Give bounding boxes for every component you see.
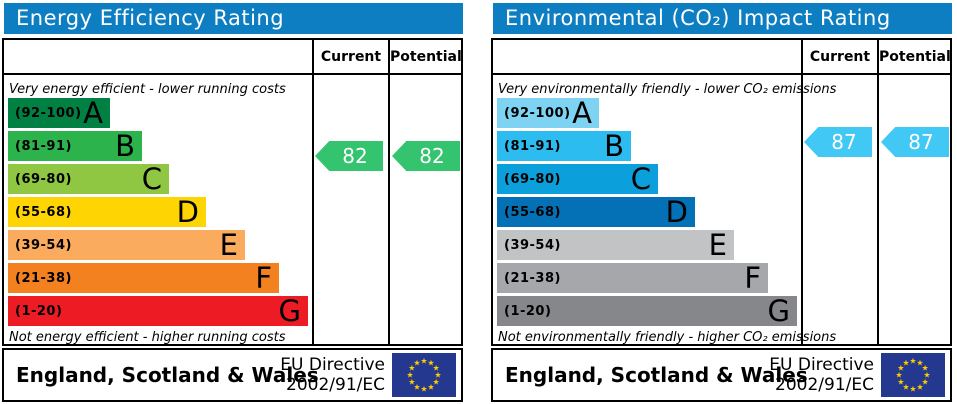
rating-chart-box: Current Potential Very energy efficient …: [2, 38, 463, 346]
band-d: (55-68) D: [497, 195, 695, 229]
eu-directive-line1: EU Directive: [769, 355, 874, 375]
footer: England, Scotland & Wales EU Directive 2…: [491, 348, 952, 402]
potential-rating-arrow: 87: [881, 127, 949, 157]
top-caption: Very energy efficient - lower running co…: [9, 82, 286, 97]
region-label: England, Scotland & Wales: [16, 363, 319, 387]
band-letter: G: [278, 294, 301, 328]
band-letter: D: [665, 195, 688, 229]
band-c: (69-80) C: [8, 162, 169, 196]
band-letter: B: [604, 129, 624, 163]
column-divider: [388, 40, 390, 344]
band-range-label: (21-38): [504, 271, 561, 286]
band-g: (1-20) G: [497, 294, 797, 328]
band-range-label: (1-20): [504, 304, 552, 319]
header-divider: [4, 73, 461, 75]
bottom-caption: Not energy efficient - higher running co…: [9, 330, 286, 345]
potential-rating-arrow: 82: [392, 141, 460, 171]
column-divider: [312, 40, 314, 344]
eu-directive-label: EU Directive 2002/91/EC: [769, 355, 874, 395]
band-range-label: (55-68): [15, 205, 72, 220]
band-range-label: (81-91): [504, 139, 561, 154]
band-b: (81-91) B: [497, 129, 631, 163]
band-letter: A: [83, 96, 103, 130]
current-rating-arrow: 87: [804, 127, 872, 157]
top-caption: Very environmentally friendly - lower CO…: [498, 82, 837, 97]
band-range-label: (21-38): [15, 271, 72, 286]
band-a: (92-100) A: [497, 96, 599, 130]
band-range-label: (92-100): [504, 106, 571, 121]
band-a: (92-100) A: [8, 96, 110, 130]
band-range-label: (81-91): [15, 139, 72, 154]
eu-directive-line2: 2002/91/EC: [775, 375, 874, 395]
band-e: (39-54) E: [497, 228, 734, 262]
band-range-label: (39-54): [504, 238, 561, 253]
band-f: (21-38) F: [497, 261, 768, 295]
band-range-label: (69-80): [504, 172, 561, 187]
eu-flag-icon: [881, 353, 945, 397]
eu-directive-line2: 2002/91/EC: [286, 375, 385, 395]
potential-column-header: Potential: [879, 49, 951, 65]
panel-title: Environmental (CO₂) Impact Rating: [493, 3, 952, 34]
band-c: (69-80) C: [497, 162, 658, 196]
footer: England, Scotland & Wales EU Directive 2…: [2, 348, 463, 402]
band-range-label: (55-68): [504, 205, 561, 220]
eu-directive-label: EU Directive 2002/91/EC: [280, 355, 385, 395]
band-letter: G: [767, 294, 790, 328]
current-column-header: Current: [320, 49, 382, 65]
band-g: (1-20) G: [8, 294, 308, 328]
band-e: (39-54) E: [8, 228, 245, 262]
energy-efficiency-panel: Energy Efficiency Rating Current Potenti…: [0, 0, 467, 404]
band-f: (21-38) F: [8, 261, 279, 295]
band-range-label: (1-20): [15, 304, 63, 319]
environmental-impact-panel: Environmental (CO₂) Impact Rating Curren…: [489, 0, 956, 404]
band-letter: C: [141, 162, 162, 196]
band-letter: A: [572, 96, 592, 130]
band-range-label: (69-80): [15, 172, 72, 187]
bottom-caption: Not environmentally friendly - higher CO…: [498, 330, 837, 345]
band-b: (81-91) B: [8, 129, 142, 163]
column-divider: [877, 40, 879, 344]
column-divider: [801, 40, 803, 344]
band-d: (55-68) D: [8, 195, 206, 229]
current-rating-arrow: 82: [315, 141, 383, 171]
panel-title: Energy Efficiency Rating: [4, 3, 463, 34]
region-label: England, Scotland & Wales: [505, 363, 808, 387]
band-letter: F: [255, 261, 272, 295]
eu-directive-line1: EU Directive: [280, 355, 385, 375]
band-letter: F: [744, 261, 761, 295]
rating-chart-box: Current Potential Very environmentally f…: [491, 38, 952, 346]
current-column-header: Current: [809, 49, 871, 65]
potential-column-header: Potential: [390, 49, 462, 65]
header-divider: [493, 73, 950, 75]
band-letter: C: [630, 162, 651, 196]
band-range-label: (39-54): [15, 238, 72, 253]
band-letter: B: [115, 129, 135, 163]
band-letter: D: [176, 195, 199, 229]
band-letter: E: [708, 228, 727, 262]
eu-flag-icon: [392, 353, 456, 397]
band-range-label: (92-100): [15, 106, 82, 121]
band-letter: E: [219, 228, 238, 262]
